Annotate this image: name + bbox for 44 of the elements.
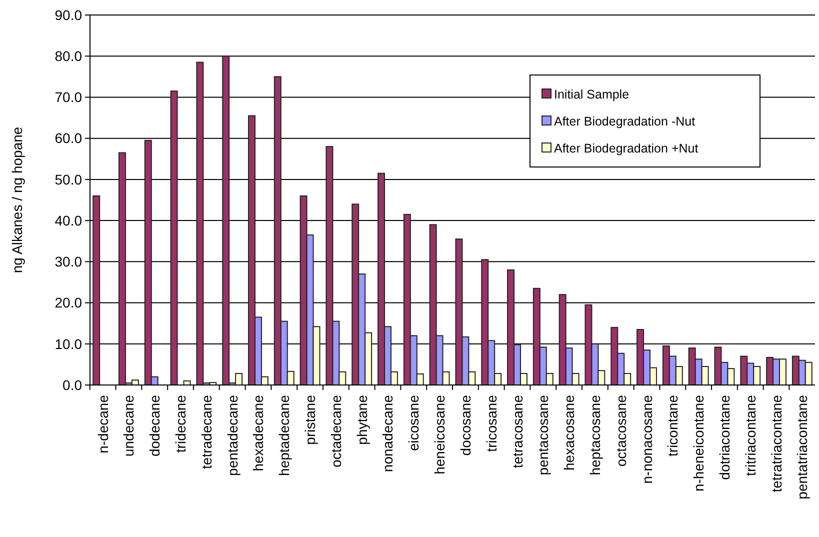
x-tick-label: tricontane bbox=[664, 394, 681, 456]
bar bbox=[92, 195, 100, 386]
x-tick-label: hexadecane bbox=[250, 394, 266, 472]
x-tick-label: tetracosane bbox=[509, 394, 526, 468]
y-axis-title: ng Alkanes / ng hopane bbox=[9, 126, 25, 274]
y-tick-label: 20.0 bbox=[54, 294, 82, 311]
x-tick-label: nonadecane bbox=[380, 394, 396, 472]
y-tick-label: 90.0 bbox=[54, 6, 82, 23]
x-tick-label: dodecane bbox=[146, 394, 163, 457]
x-tick-label: n-nonacosane bbox=[638, 394, 655, 484]
legend-label: Initial Sample bbox=[554, 87, 630, 102]
x-tick-label: heneicosane bbox=[432, 394, 448, 474]
x-tick-label: phytane bbox=[354, 394, 370, 445]
y-tick-label: 50.0 bbox=[54, 171, 82, 188]
x-tick-label: n-decane bbox=[94, 394, 111, 454]
x-tick-label: docosane bbox=[457, 394, 474, 456]
legend-label: After Biodegradation -Nut bbox=[554, 114, 696, 128]
x-tick-label: tridecane bbox=[172, 394, 189, 453]
y-tick-label: 40.0 bbox=[54, 212, 82, 228]
x-tick-label: pentadecane bbox=[224, 394, 240, 476]
x-tick-label: pentacosane bbox=[535, 394, 552, 476]
x-tick-label: heptacosane bbox=[586, 394, 603, 476]
y-tick-label: 70.0 bbox=[54, 89, 82, 106]
bar bbox=[170, 90, 178, 386]
x-tick-label: heptadecane bbox=[276, 394, 292, 476]
y-tick-label: 0.0 bbox=[62, 376, 82, 393]
x-tick-label: pentatriacontane bbox=[794, 394, 810, 500]
y-tick-label: 10.0 bbox=[54, 336, 82, 352]
legend-label: After Biodegradation +Nut bbox=[554, 141, 699, 156]
x-tick-label: octacosane bbox=[612, 394, 629, 467]
x-tick-label: undecane bbox=[120, 394, 137, 457]
x-tick-label: tetratriacontane bbox=[768, 394, 784, 492]
y-tick-label: 60.0 bbox=[54, 130, 82, 146]
x-tick-label: n-heneicontane bbox=[690, 394, 707, 492]
x-tick-label: octadecane bbox=[328, 394, 344, 468]
x-tick-label: dotriacontane bbox=[716, 394, 732, 480]
x-tick-label: tricosane bbox=[483, 394, 500, 452]
x-tick-label: tetradecane bbox=[198, 394, 214, 469]
y-tick-label: 30.0 bbox=[54, 254, 82, 270]
x-tick-label: tritriacontane bbox=[742, 394, 758, 476]
x-tick-label: pristane bbox=[302, 394, 318, 445]
y-tick-label: 80.0 bbox=[54, 48, 82, 64]
x-tick-label: eicosane bbox=[406, 394, 422, 452]
x-tick-label: hexacosane bbox=[561, 394, 578, 471]
